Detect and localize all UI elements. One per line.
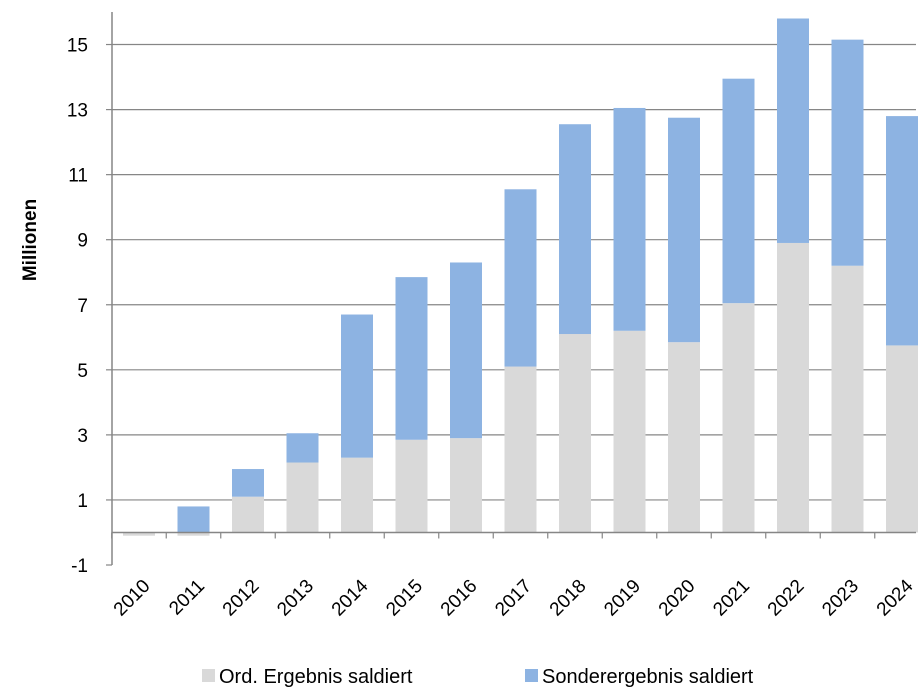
y-tick-label-2: 3: [77, 426, 88, 447]
bar-2011-series-0: [177, 532, 210, 536]
bar-2014-series-1: [341, 314, 373, 458]
x-tick-label-2023: 2023: [818, 576, 863, 621]
y-tick-label-6: 11: [68, 166, 88, 187]
y-tick-label-0: -1: [71, 556, 88, 577]
bar-2017-series-1: [504, 189, 537, 367]
y-tick-label-1: 1: [77, 491, 88, 512]
bar-2019-series-0: [613, 330, 646, 533]
bar-2011-series-1: [177, 506, 210, 533]
bar-2010-series-0: [123, 532, 155, 536]
bar-2015-series-0: [395, 439, 428, 533]
y-tick-label-7: 13: [67, 101, 88, 122]
bar-2022-series-0: [777, 242, 809, 533]
x-tick-label-2013: 2013: [273, 576, 318, 621]
y-tick-label-5: 9: [77, 231, 88, 252]
x-tick-label-2018: 2018: [546, 576, 591, 621]
x-tick-label-2022: 2022: [764, 576, 809, 621]
x-tick-labels: 2010 2011 2012 2013 2014 2015 2016 2017 2018 2019…: [110, 575, 918, 620]
x-tick-label-2024: 2024: [873, 575, 918, 620]
legend-swatch-0: [202, 669, 215, 682]
bar-2016-series-1: [450, 262, 482, 439]
bars: [123, 18, 918, 536]
bar-2014-series-0: [341, 457, 373, 533]
axes: [106, 12, 916, 566]
bar-2016-series-0: [450, 438, 482, 533]
legend-swatch-1: [525, 669, 538, 682]
bar-2020-series-1: [668, 117, 700, 343]
y-tick-label-3: 5: [77, 361, 88, 382]
bar-2015-series-1: [395, 277, 428, 440]
x-tick-label-2019: 2019: [600, 576, 645, 621]
bar-2017-series-0: [504, 366, 537, 533]
y-tick-label-8: 15: [67, 36, 88, 57]
bar-2023-series-1: [831, 39, 864, 266]
bar-2018-series-0: [559, 334, 591, 533]
x-tick-label-2016: 2016: [437, 576, 482, 621]
bar-2023-series-0: [831, 265, 864, 533]
x-tick-label-2017: 2017: [491, 576, 536, 621]
legend: Ord. Ergebnis saldiert Sonderergebnis sal…: [202, 666, 754, 688]
y-axis-title: Millionen: [20, 199, 41, 281]
bar-2021-series-0: [722, 303, 755, 533]
bar-2024-series-1: [886, 116, 918, 346]
bar-2022-series-1: [777, 18, 809, 243]
bar-2019-series-1: [613, 107, 646, 331]
bar-2020-series-0: [668, 342, 700, 533]
x-tick-label-2011: 2011: [165, 576, 209, 620]
x-tick-label-2020: 2020: [655, 576, 700, 621]
bar-2012-series-0: [232, 496, 264, 533]
bar-2024-series-0: [886, 345, 918, 533]
bar-2013-series-0: [286, 462, 319, 533]
y-tick-label-4: 7: [77, 296, 88, 317]
bar-2012-series-1: [232, 469, 264, 497]
legend-label-0: Ord. Ergebnis saldiert: [219, 666, 413, 688]
legend-label-1: Sonderergebnis saldiert: [542, 666, 754, 688]
x-tick-label-2014: 2014: [328, 575, 373, 620]
x-tick-label-2012: 2012: [219, 576, 264, 621]
x-tick-label-2010: 2010: [110, 576, 155, 621]
bar-2021-series-1: [722, 78, 755, 304]
x-tick-label-2015: 2015: [382, 576, 427, 621]
bar-2018-series-1: [559, 124, 591, 335]
bar-2013-series-1: [286, 433, 319, 463]
x-tick-label-2021: 2021: [709, 576, 754, 621]
